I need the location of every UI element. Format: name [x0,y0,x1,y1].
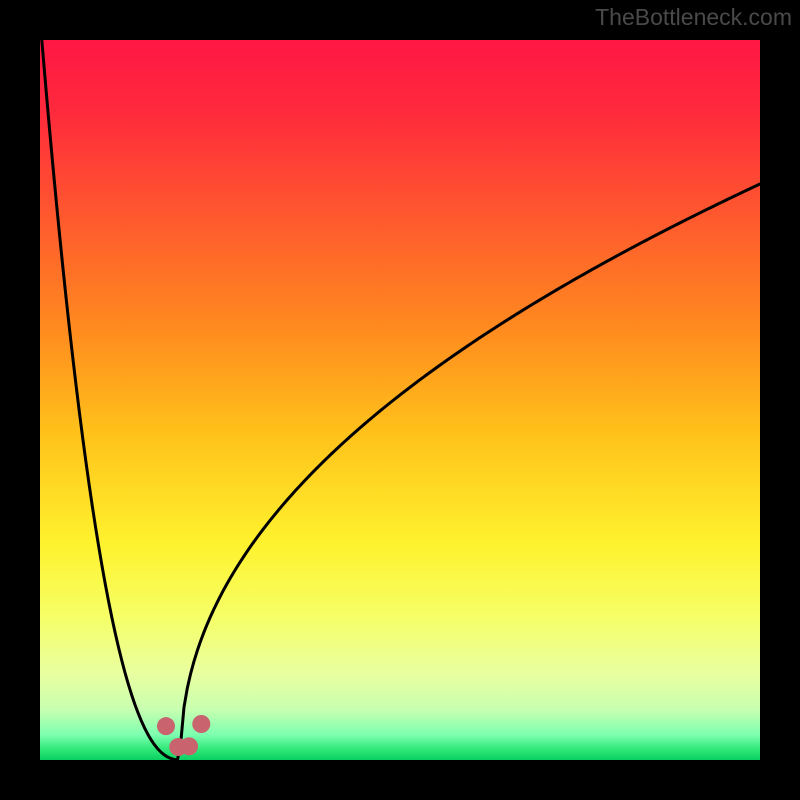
dip-marker-3 [192,715,210,733]
dip-marker-2 [180,737,198,755]
chart-stage: TheBottleneck.com [0,0,800,800]
bottleneck-chart [0,0,800,800]
plot-area [40,40,760,760]
dip-marker-0 [157,717,175,735]
watermark-text: TheBottleneck.com [595,4,792,31]
